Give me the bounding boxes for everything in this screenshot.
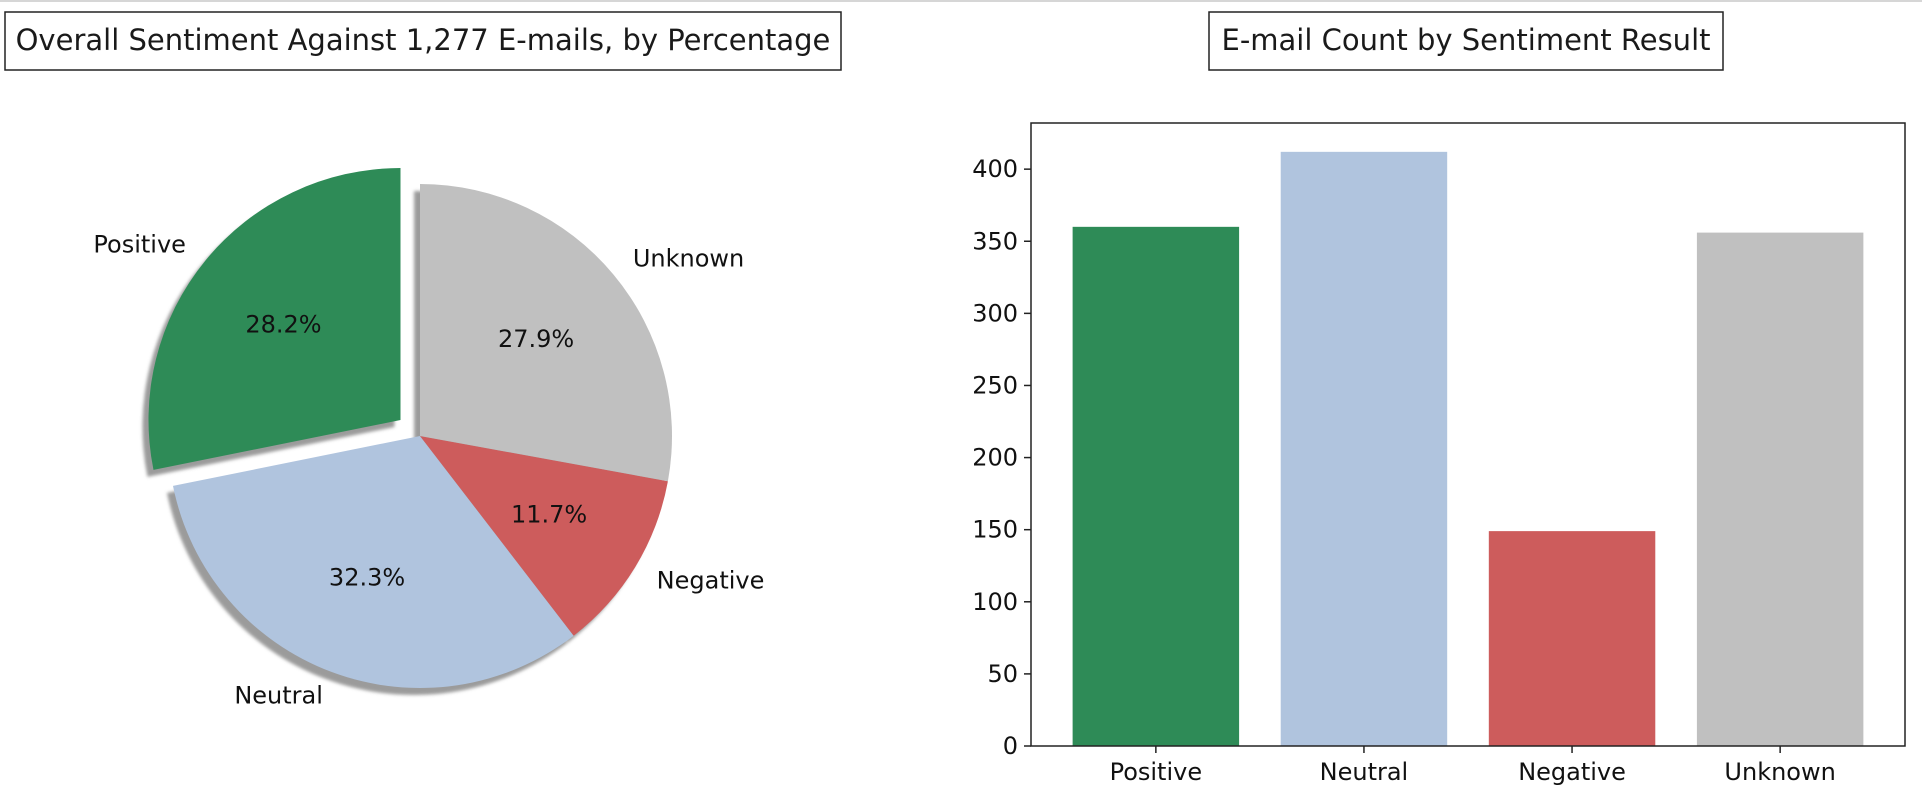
top-divider bbox=[0, 0, 1922, 2]
y-tick-label: 250 bbox=[972, 371, 1018, 399]
pie-title: Overall Sentiment Against 1,277 E-mails,… bbox=[16, 23, 831, 57]
bar-neutral bbox=[1280, 151, 1448, 746]
pie-slice-neutral bbox=[172, 436, 574, 689]
y-tick-label: 50 bbox=[987, 660, 1018, 688]
bar-positive bbox=[1072, 226, 1240, 747]
bar-marks bbox=[1072, 151, 1864, 747]
x-tick-label-positive: Positive bbox=[1110, 758, 1203, 786]
bar-negative bbox=[1488, 531, 1656, 746]
x-tick-label-negative: Negative bbox=[1518, 758, 1626, 786]
pie-label-neutral: Neutral bbox=[234, 682, 323, 710]
pie-pct-neutral: 32.3% bbox=[329, 564, 405, 592]
pie-pct-unknown: 27.9% bbox=[498, 325, 574, 353]
pie-label-positive: Positive bbox=[93, 231, 186, 259]
y-tick-label: 150 bbox=[972, 516, 1018, 544]
y-tick-label: 100 bbox=[972, 588, 1018, 616]
pie-label-unknown: Unknown bbox=[633, 244, 744, 272]
bar-chart: E-mail Count by Sentiment Result 0 50 100 1… bbox=[972, 11, 1906, 786]
pie-pct-positive: 28.2% bbox=[245, 310, 321, 338]
x-tick-label-unknown: Unknown bbox=[1724, 758, 1835, 786]
pie-labels: Positive 28.2% Neutral 32.3% Negative 11.7% Un… bbox=[93, 231, 764, 710]
pie-chart: Overall Sentiment Against 1,277 E-mails,… bbox=[4, 11, 842, 710]
y-tick-label: 200 bbox=[972, 444, 1018, 472]
y-axis: 0 50 100 150 200 250 300 350 400 bbox=[972, 155, 1031, 760]
pie-label-negative: Negative bbox=[657, 566, 765, 594]
y-tick-label: 400 bbox=[972, 155, 1018, 183]
pie-slices bbox=[148, 168, 672, 689]
bar-title: E-mail Count by Sentiment Result bbox=[1222, 23, 1711, 57]
y-tick-label: 300 bbox=[972, 299, 1018, 327]
bar-unknown bbox=[1696, 232, 1864, 746]
pie-slice-negative bbox=[420, 436, 668, 636]
x-axis: Positive Neutral Negative Unknown bbox=[1110, 746, 1836, 786]
pie-pct-negative: 11.7% bbox=[511, 501, 587, 529]
x-tick-label-neutral: Neutral bbox=[1320, 758, 1409, 786]
pie-slice-positive bbox=[148, 168, 401, 470]
y-tick-label: 0 bbox=[1003, 732, 1018, 760]
pie-slice-unknown bbox=[420, 184, 672, 482]
y-tick-label: 350 bbox=[972, 227, 1018, 255]
bar-title-box bbox=[1208, 11, 1724, 71]
pie-title-box bbox=[4, 11, 842, 71]
bar-plot-frame bbox=[1030, 122, 1906, 747]
